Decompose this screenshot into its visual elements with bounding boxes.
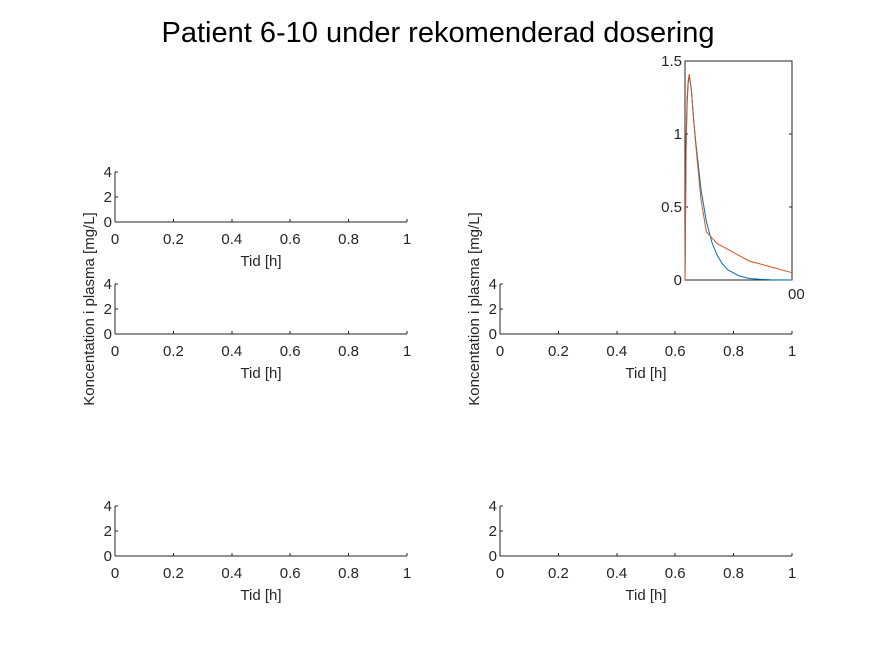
x-tick-label: 1 xyxy=(788,343,796,360)
subplot-panel-r3-left: 0 0.2 0.4 0.6 0.8 1 0 2 4 Tid [h] xyxy=(104,498,412,604)
x-tick-label: 0.6 xyxy=(280,231,301,248)
y-tick-label: 4 xyxy=(489,498,497,515)
x-tick-label: 0.2 xyxy=(163,231,184,248)
x-tick-label: 0.8 xyxy=(723,565,744,582)
y-tick-label: 4 xyxy=(104,276,112,293)
y-tick-label: 0 xyxy=(489,326,497,343)
x-tick-label: 0.2 xyxy=(163,565,184,582)
y-tick-label: 0 xyxy=(104,548,112,565)
x-tick-label: 0 xyxy=(111,231,119,248)
figure-title: Patient 6-10 under rekomenderad dosering xyxy=(162,17,715,49)
inset-axes-box xyxy=(684,60,793,281)
subplot-panel-r3-right: 0 0.2 0.4 0.6 0.8 1 0 2 4 Tid [h] xyxy=(489,498,797,604)
y-tick-label: 2 xyxy=(489,523,497,540)
x-axis-label: Tid [h] xyxy=(625,365,666,382)
y-tick-label: 0 xyxy=(674,272,682,289)
subplot-panel-r1-right: 0 0.5 1 1.5 00 xyxy=(661,53,805,303)
inset-plot-area xyxy=(685,61,792,280)
x-tick-label: 0.4 xyxy=(606,565,627,582)
y-tick-label: 1 xyxy=(674,126,682,143)
subplot-grid: 0 0.2 0.4 0.6 0.8 1 0 2 4 Tid [h] 0 0.2 0.4 0.6 0.8 1 0 2… xyxy=(81,53,805,604)
x-tick-label: 1 xyxy=(403,565,411,582)
x-tick-label: 0.6 xyxy=(665,565,686,582)
x-tick-label: 0.2 xyxy=(548,565,569,582)
x-tick-label: 1 xyxy=(788,565,796,582)
x-tick-label: 0.6 xyxy=(665,343,686,360)
x-axis-label: Tid [h] xyxy=(240,587,281,604)
y-tick-label: 4 xyxy=(104,164,112,181)
y-tick-label: 0 xyxy=(489,548,497,565)
x-axis-label: Tid [h] xyxy=(240,253,281,270)
x-tick-label: 0.6 xyxy=(280,343,301,360)
y-tick-label: 2 xyxy=(104,301,112,318)
subplot-panel-r1-left: 0 0.2 0.4 0.6 0.8 1 0 2 4 Tid [h] xyxy=(104,164,412,270)
y-tick-label: 4 xyxy=(489,276,497,293)
x-tick-label: 0 xyxy=(111,343,119,360)
y-axis-label: Koncentation i plasma [mg/L] xyxy=(466,212,483,405)
subplot-panel-r2-left: 0 0.2 0.4 0.6 0.8 1 0 2 4 Tid [h] Koncentation i p… xyxy=(81,212,411,405)
y-tick-label: 1.5 xyxy=(661,53,682,70)
x-tick-label: 0.8 xyxy=(338,231,359,248)
x-tick-label: 0 xyxy=(111,565,119,582)
y-tick-label: 2 xyxy=(104,523,112,540)
x-tick-label: 0 xyxy=(496,343,504,360)
y-tick-label: 0 xyxy=(104,214,112,231)
series-line-2 xyxy=(684,74,793,281)
x-tick-label: 0.6 xyxy=(280,565,301,582)
y-tick-label: 0.5 xyxy=(661,199,682,216)
x-tick-label: 1 xyxy=(403,343,411,360)
x-tick-label: 0.2 xyxy=(163,343,184,360)
x-tick-label: 0.4 xyxy=(221,565,242,582)
x-tick-label: 0.8 xyxy=(338,343,359,360)
x-axis-label: Tid [h] xyxy=(625,587,666,604)
y-tick-label: 0 xyxy=(104,326,112,343)
x-tick-label: 0.4 xyxy=(221,343,242,360)
x-tick-label: 0.4 xyxy=(221,231,242,248)
x-axis-label: Tid [h] xyxy=(240,365,281,382)
x-tick-label: 0.8 xyxy=(723,343,744,360)
y-tick-label: 4 xyxy=(104,498,112,515)
x-tick-label: 0 xyxy=(496,565,504,582)
x-tick-label: 0.8 xyxy=(338,565,359,582)
y-axis-label: Koncentation i plasma [mg/L] xyxy=(81,212,98,405)
y-tick-label: 2 xyxy=(104,189,112,206)
x-tick-label-partial: 00 xyxy=(788,286,805,303)
x-tick-label: 1 xyxy=(403,231,411,248)
subplot-panel-r2-right: 0 0.2 0.4 0.6 0.8 1 0 2 4 Tid [h] Koncentation i p… xyxy=(466,212,796,405)
y-tick-label: 2 xyxy=(489,301,497,318)
x-tick-label: 0.2 xyxy=(548,343,569,360)
x-tick-label: 0.4 xyxy=(606,343,627,360)
